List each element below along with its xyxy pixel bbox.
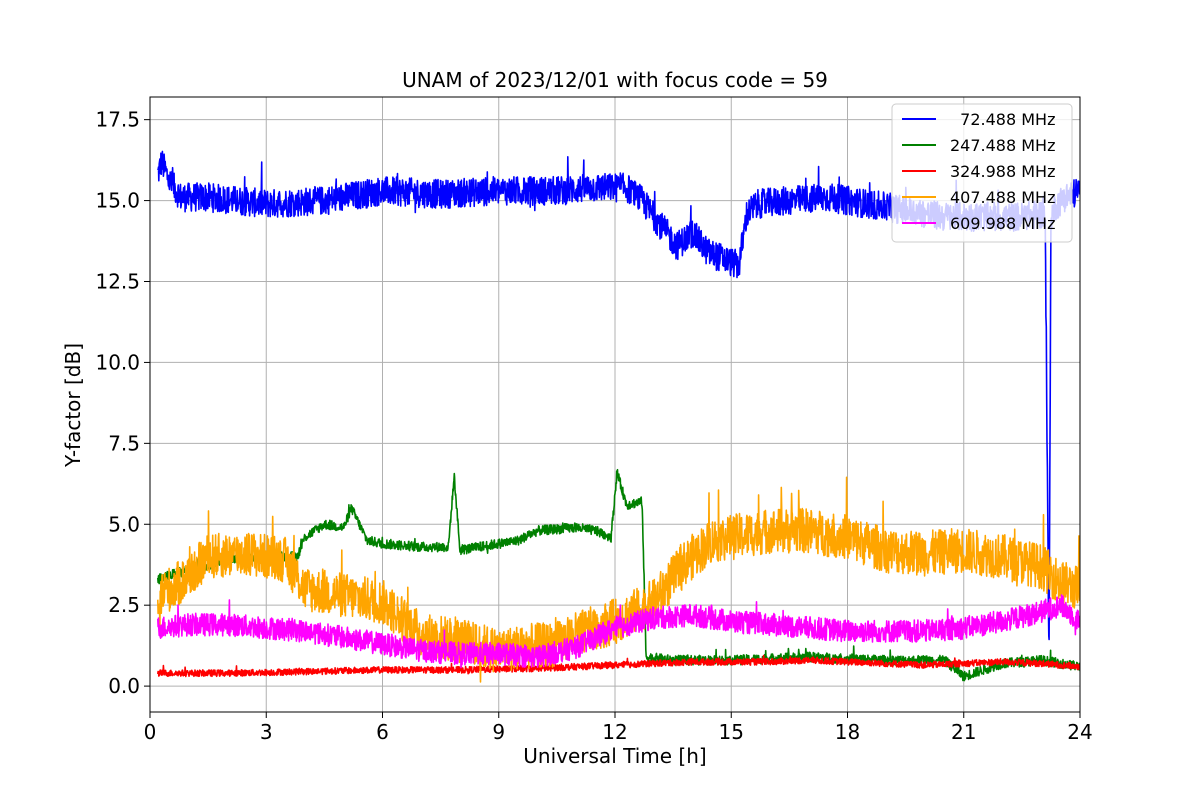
axis-ticks: 0 3 6 9 12 15 18 21 24 0.0 2.5 5.0 7.5 10.0 12.5 15.0 17… xyxy=(95,108,1092,744)
y-tick-label: 17.5 xyxy=(95,108,140,132)
x-tick-label: 9 xyxy=(492,720,505,744)
y-tick-label: 10.0 xyxy=(95,350,140,374)
x-tick-label: 3 xyxy=(260,720,273,744)
series-line-2 xyxy=(157,654,1080,678)
y-axis-label: Y-factor [dB] xyxy=(61,343,85,468)
y-tick-label: 15.0 xyxy=(95,189,140,213)
x-tick-label: 6 xyxy=(376,720,389,744)
y-tick-label: 0.0 xyxy=(108,674,140,698)
legend-label: 247.488 MHz xyxy=(950,136,1055,155)
legend-label: 407.488 MHz xyxy=(950,188,1055,207)
y-tick-label: 5.0 xyxy=(108,512,140,536)
x-tick-label: 12 xyxy=(602,720,627,744)
x-tick-label: 15 xyxy=(719,720,744,744)
x-axis-label: Universal Time [h] xyxy=(523,744,706,768)
legend-label: 72.488 MHz xyxy=(950,110,1055,129)
chart-title: UNAM of 2023/12/01 with focus code = 59 xyxy=(402,68,828,92)
y-tick-label: 2.5 xyxy=(108,593,140,617)
series-line-3 xyxy=(157,476,1080,683)
x-tick-label: 0 xyxy=(144,720,157,744)
x-tick-label: 21 xyxy=(951,720,976,744)
series-line-1 xyxy=(157,468,1080,682)
legend-label: 324.988 MHz xyxy=(950,162,1055,181)
series-group xyxy=(157,150,1080,683)
legend-label: 609.988 MHz xyxy=(950,214,1055,233)
legend: 72.488 MHz 247.488 MHz 324.988 MHz 407.488 … xyxy=(891,103,1073,243)
y-tick-label: 7.5 xyxy=(108,431,140,455)
series-line-4 xyxy=(157,594,1080,669)
y-tick-label: 12.5 xyxy=(95,270,140,294)
legend-box xyxy=(891,103,1073,243)
x-tick-label: 24 xyxy=(1067,720,1092,744)
x-tick-label: 18 xyxy=(835,720,860,744)
